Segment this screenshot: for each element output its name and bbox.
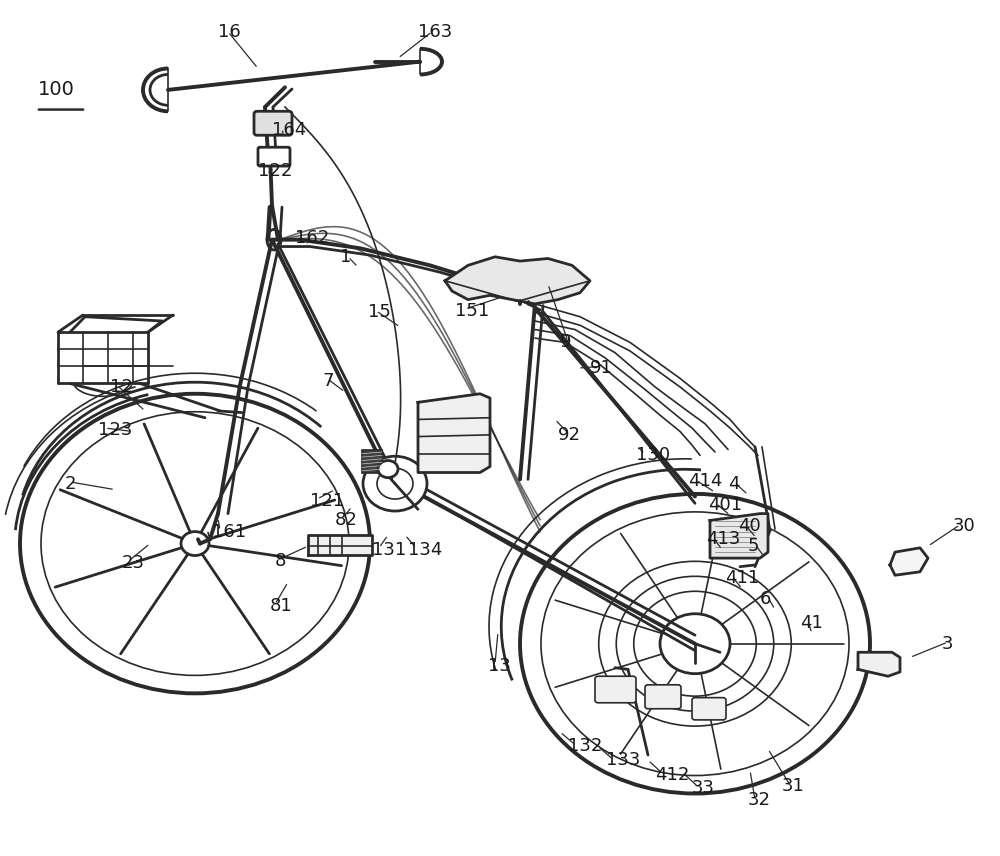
Text: 16: 16 bbox=[218, 22, 241, 41]
Text: 2: 2 bbox=[65, 474, 76, 493]
Text: 4: 4 bbox=[728, 474, 740, 493]
Text: 163: 163 bbox=[418, 22, 452, 41]
FancyBboxPatch shape bbox=[645, 685, 681, 709]
FancyBboxPatch shape bbox=[692, 698, 726, 720]
Text: 1: 1 bbox=[340, 247, 351, 266]
FancyBboxPatch shape bbox=[595, 676, 636, 703]
Text: 92: 92 bbox=[558, 425, 581, 444]
Text: 122: 122 bbox=[258, 162, 292, 181]
Circle shape bbox=[660, 614, 730, 674]
Text: 41: 41 bbox=[800, 614, 823, 633]
Text: 23: 23 bbox=[122, 554, 145, 573]
Polygon shape bbox=[418, 394, 490, 473]
Text: 413: 413 bbox=[706, 530, 740, 549]
Text: 130: 130 bbox=[636, 446, 670, 465]
Text: 412: 412 bbox=[655, 765, 689, 784]
Circle shape bbox=[378, 461, 398, 478]
Text: 33: 33 bbox=[692, 778, 715, 797]
Polygon shape bbox=[710, 514, 768, 558]
Polygon shape bbox=[858, 652, 900, 676]
Text: 6: 6 bbox=[760, 590, 771, 609]
Text: 3: 3 bbox=[942, 634, 954, 653]
Text: 7: 7 bbox=[322, 372, 334, 390]
Polygon shape bbox=[890, 548, 928, 575]
Text: 134: 134 bbox=[408, 540, 442, 559]
FancyBboxPatch shape bbox=[254, 111, 292, 135]
Text: 100: 100 bbox=[38, 80, 75, 99]
FancyBboxPatch shape bbox=[258, 147, 290, 166]
Text: 133: 133 bbox=[606, 751, 640, 770]
Text: 40: 40 bbox=[738, 517, 761, 536]
Circle shape bbox=[681, 632, 709, 656]
Text: 81: 81 bbox=[270, 597, 293, 615]
Text: 13: 13 bbox=[488, 657, 511, 675]
Text: 164: 164 bbox=[272, 121, 306, 140]
Text: 31: 31 bbox=[782, 776, 805, 795]
Circle shape bbox=[363, 456, 427, 511]
Circle shape bbox=[181, 532, 209, 556]
Text: 414: 414 bbox=[688, 472, 722, 490]
Text: 411: 411 bbox=[725, 568, 759, 587]
Text: 30: 30 bbox=[953, 517, 976, 536]
Text: 5: 5 bbox=[748, 537, 760, 556]
Text: 8: 8 bbox=[275, 551, 286, 570]
Text: 82: 82 bbox=[335, 511, 358, 530]
Polygon shape bbox=[445, 257, 590, 304]
Bar bbox=[362, 450, 382, 473]
Text: 123: 123 bbox=[98, 420, 132, 439]
Text: 162: 162 bbox=[295, 229, 329, 247]
Text: 401: 401 bbox=[708, 496, 742, 514]
Text: 161: 161 bbox=[212, 523, 246, 542]
Text: 91: 91 bbox=[590, 359, 613, 377]
Text: 9: 9 bbox=[560, 333, 572, 352]
Polygon shape bbox=[308, 535, 372, 555]
Text: 151: 151 bbox=[455, 301, 489, 320]
Text: 131: 131 bbox=[372, 540, 406, 559]
Text: 15: 15 bbox=[368, 303, 391, 322]
Text: 121: 121 bbox=[310, 491, 344, 510]
Text: 12: 12 bbox=[110, 377, 133, 396]
Text: 132: 132 bbox=[568, 737, 602, 756]
Text: 32: 32 bbox=[748, 791, 771, 810]
